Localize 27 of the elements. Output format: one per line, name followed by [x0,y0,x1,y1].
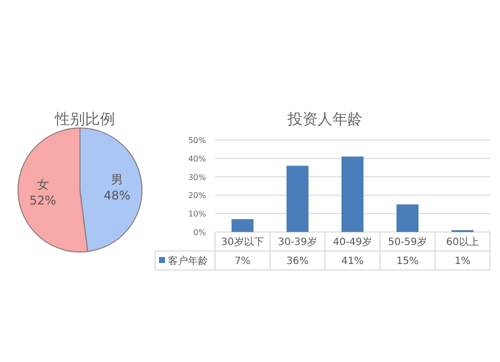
data-label: 48% [104,188,130,203]
x-tick-label: 30-39岁 [278,236,318,248]
y-tick-label: 20% [188,191,206,200]
data-label: 36% [286,256,309,267]
y-tick-label: 0% [193,228,206,237]
y-tick-label: 50% [188,136,206,145]
y-tick-label: 10% [188,210,206,219]
x-tick-label: 30岁以下 [221,236,264,248]
data-label: 7% [234,256,250,267]
data-label: 1% [454,256,470,267]
data-label: 52% [30,193,56,208]
data-label: 15% [396,256,419,267]
x-tick-label: 50-59岁 [388,236,428,248]
bar [286,166,308,232]
slice-label: 男 [111,172,124,187]
bar [342,156,364,232]
x-tick-label: 60以上 [446,236,479,248]
chart-title: 投资人年龄 [286,110,362,128]
bar [396,204,418,232]
chart-title: 性别比例 [54,110,115,128]
x-tick-label: 40-49岁 [332,236,372,248]
y-tick-label: 40% [188,154,206,164]
data-label: 41% [341,256,364,267]
slice-label: 女 [36,177,49,192]
y-tick-label: 30% [188,172,206,182]
bar [232,219,254,232]
legend-label: 客户年龄 [168,255,208,267]
